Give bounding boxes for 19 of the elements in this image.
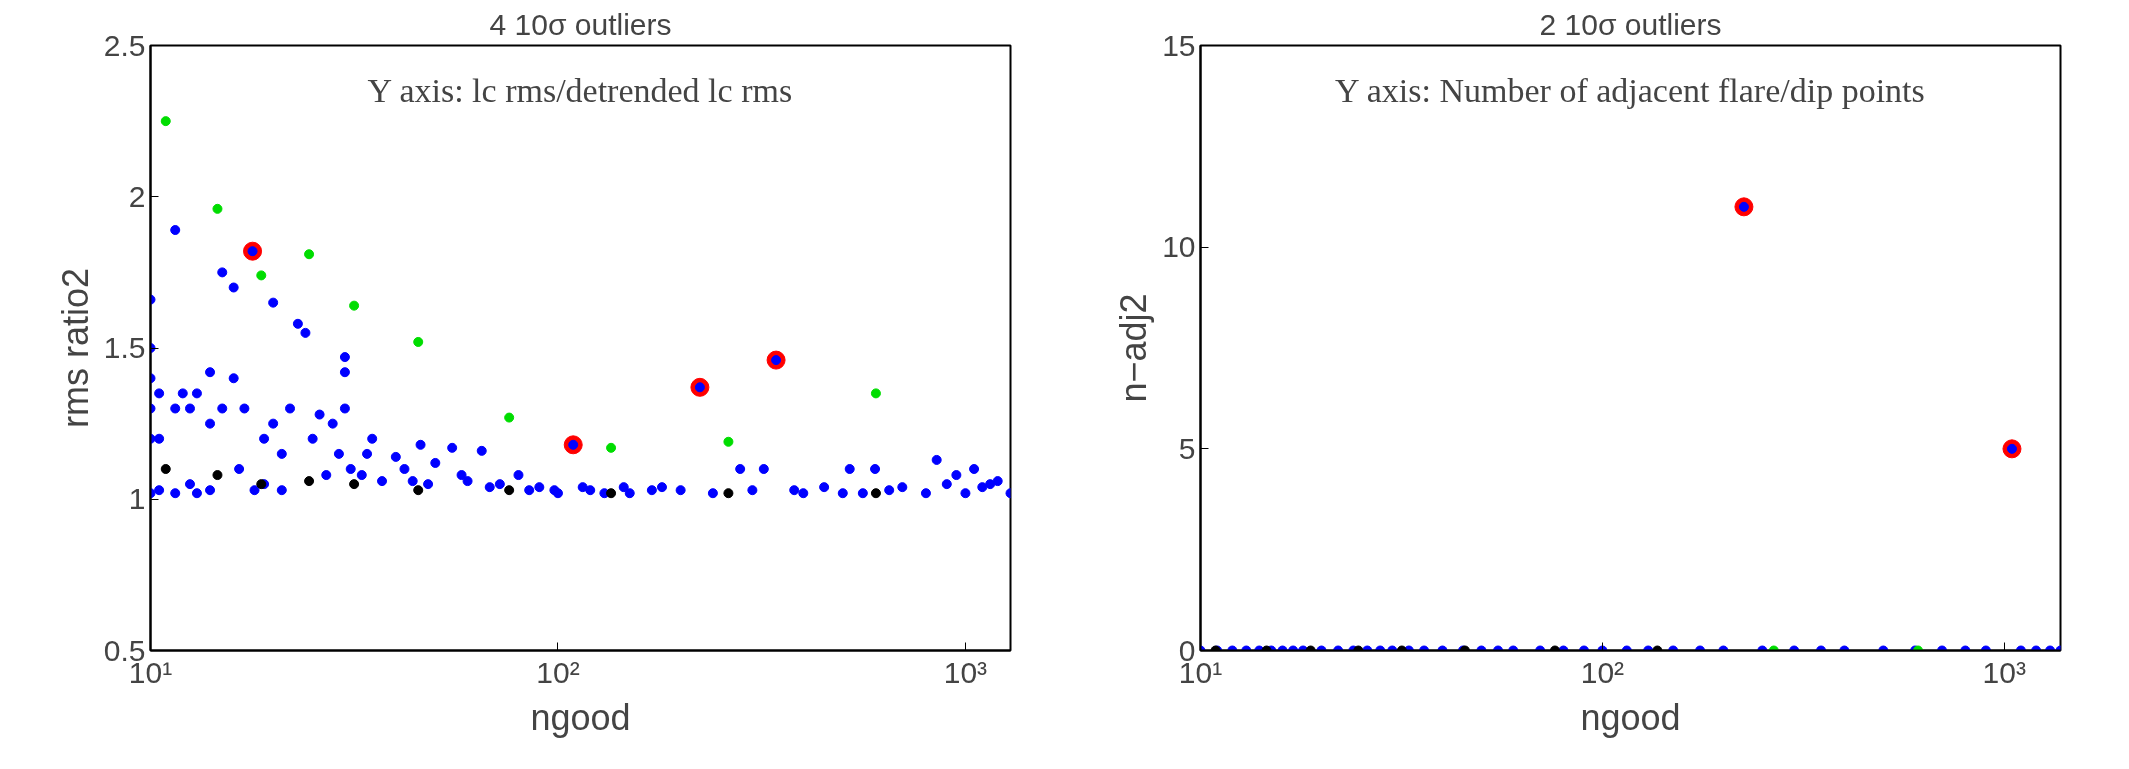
annotation: Y axis: lc rms/detrended lc rms [367, 72, 793, 109]
y-tick-label: 2 [128, 179, 146, 213]
x-tick-label: 10³ [1982, 655, 2026, 689]
x-tick-label: 10² [536, 655, 580, 689]
y-tick-label: 1 [128, 482, 146, 516]
x-tick-label: 10² [1580, 655, 1625, 689]
y-axis-title: rms ratio2 [54, 267, 96, 429]
y-tick-label: 15 [1162, 28, 1196, 62]
y-axis-title: n−adj2 [1113, 293, 1155, 403]
x-axis-title: ngood [530, 696, 631, 738]
x-axis-title: ngood [1580, 696, 1681, 738]
y-tick-label: 5 [1178, 431, 1196, 465]
x-tick-label: 10³ [943, 655, 988, 689]
y-tick-label: 10 [1162, 230, 1196, 264]
y-tick-label: 2.5 [103, 28, 146, 62]
chart-title: 2 10σ outliers [1539, 7, 1722, 41]
y-tick-label: 1.5 [103, 331, 146, 364]
chart-title: 4 10σ outliers [489, 7, 672, 41]
annotation: Y axis: Number of adjacent flare/dip points [1334, 72, 1925, 109]
